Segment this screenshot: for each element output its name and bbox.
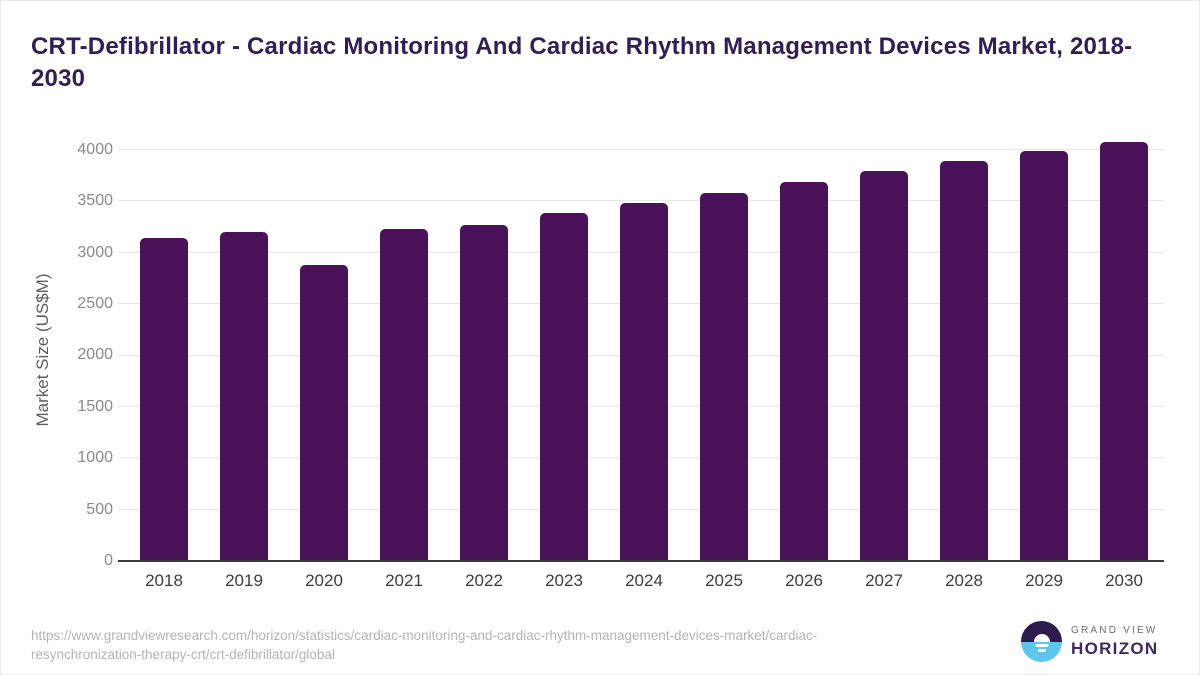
bar-2019 bbox=[220, 232, 268, 561]
gridline-3500 bbox=[118, 200, 1164, 202]
y-axis-tick-label: 3000 bbox=[77, 243, 113, 261]
x-axis-label-2029: 2029 bbox=[1025, 571, 1063, 590]
y-axis-labels: 0 500 1000 1500 2000 2500 3000 3500 4000 bbox=[1, 138, 113, 568]
plot-area bbox=[118, 138, 1164, 562]
y-axis-tick-label: 1000 bbox=[77, 449, 113, 467]
bar-slot-2025 bbox=[684, 138, 764, 561]
bar-2022 bbox=[460, 224, 508, 561]
x-axis-label-2027: 2027 bbox=[865, 571, 903, 590]
bar-slot-2019 bbox=[204, 138, 284, 561]
x-axis-label-2030: 2030 bbox=[1105, 571, 1143, 590]
bar-slot-2030 bbox=[1084, 138, 1164, 561]
bar-slot-2023 bbox=[524, 138, 604, 561]
logo-brand-bottom: HORIZON bbox=[1071, 638, 1159, 658]
bar-slot-2024 bbox=[604, 138, 684, 561]
bar-2026 bbox=[780, 181, 828, 561]
x-axis-label-2024: 2024 bbox=[625, 571, 663, 590]
x-axis-line bbox=[118, 560, 1164, 562]
y-axis-tick-label: 500 bbox=[86, 500, 113, 518]
source-url: https://www.grandviewresearch.com/horizo… bbox=[31, 626, 981, 664]
brand-logo: GRAND VIEW HORIZON bbox=[1021, 621, 1158, 662]
bar-2020 bbox=[300, 265, 348, 561]
bar-2030 bbox=[1100, 142, 1148, 561]
bar-2021 bbox=[380, 228, 428, 561]
y-axis-tick-label: 1500 bbox=[77, 397, 113, 415]
bar-slot-2029 bbox=[1004, 138, 1084, 561]
bar-2025 bbox=[700, 192, 748, 561]
icon-reflection-line-2 bbox=[1037, 649, 1046, 652]
x-axis-label-2020: 2020 bbox=[305, 571, 343, 590]
x-axis-label-2019: 2019 bbox=[225, 571, 263, 590]
y-axis-tick-label: 4000 bbox=[77, 140, 113, 158]
y-axis-tick-label: 2500 bbox=[77, 295, 113, 313]
bar-slot-2022 bbox=[444, 138, 524, 561]
bar-series bbox=[124, 138, 1164, 561]
logo-brand-top: GRAND VIEW bbox=[1071, 624, 1158, 636]
bar-slot-2028 bbox=[924, 138, 1004, 561]
bar-2028 bbox=[940, 160, 988, 561]
bar-slot-2018 bbox=[124, 138, 204, 561]
bar-2029 bbox=[1020, 151, 1068, 561]
logo-text: GRAND VIEW HORIZON bbox=[1071, 625, 1158, 659]
icon-reflection-line-1 bbox=[1035, 644, 1048, 647]
x-axis-label-2018: 2018 bbox=[145, 571, 183, 590]
x-axis-label-2025: 2025 bbox=[705, 571, 743, 590]
x-axis-label-2021: 2021 bbox=[385, 571, 423, 590]
bar-2027 bbox=[860, 171, 908, 561]
x-axis-label-2023: 2023 bbox=[545, 571, 583, 590]
bar-2018 bbox=[140, 238, 188, 561]
bar-slot-2021 bbox=[364, 138, 444, 561]
x-axis-label-2022: 2022 bbox=[465, 571, 503, 590]
source-url-line1: https://www.grandviewresearch.com/horizo… bbox=[31, 628, 818, 643]
bar-slot-2020 bbox=[284, 138, 364, 561]
page-title: CRT-Defibrillator - Cardiac Monitoring A… bbox=[31, 33, 1133, 92]
bar-slot-2026 bbox=[764, 138, 844, 561]
bar-2023 bbox=[540, 212, 588, 561]
y-axis-tick-label: 2000 bbox=[77, 346, 113, 364]
bar-2024 bbox=[620, 202, 668, 561]
x-axis-labels: 2018 2019 2020 2021 2022 2023 2024 2025 2026 2027… bbox=[124, 571, 1164, 591]
icon-sun-shape bbox=[1033, 633, 1050, 642]
x-axis-label-2026: 2026 bbox=[785, 571, 823, 590]
x-axis-label-2028: 2028 bbox=[945, 571, 983, 590]
y-axis-tick-label: 3500 bbox=[77, 192, 113, 210]
icon-top-half bbox=[1021, 621, 1062, 642]
y-axis-tick-label: 0 bbox=[104, 552, 113, 569]
horizon-sunset-icon bbox=[1021, 621, 1062, 662]
gridline-4000 bbox=[118, 148, 1164, 150]
source-url-line2: resynchronization-therapy-crt/crt-defibr… bbox=[31, 647, 335, 662]
bar-slot-2027 bbox=[844, 138, 924, 561]
